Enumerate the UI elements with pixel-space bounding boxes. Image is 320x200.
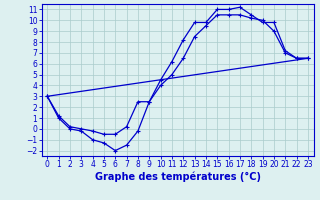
- X-axis label: Graphe des températures (°C): Graphe des températures (°C): [95, 172, 260, 182]
